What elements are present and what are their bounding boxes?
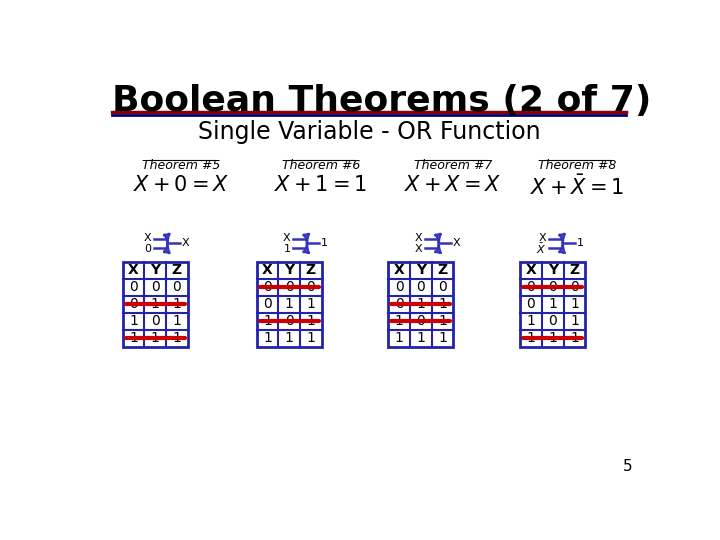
Text: 1: 1 (577, 239, 584, 248)
Text: 0: 0 (549, 314, 557, 328)
Text: X: X (526, 264, 536, 278)
Text: 0: 0 (150, 314, 159, 328)
Bar (520, 262, 585, 347)
Text: 1: 1 (307, 314, 315, 328)
Text: 1: 1 (284, 244, 291, 253)
Text: Y: Y (150, 264, 160, 278)
Text: 0: 0 (395, 280, 404, 294)
Text: $X+X=X$: $X+X=X$ (404, 175, 501, 195)
Text: 1: 1 (321, 239, 328, 248)
Text: 1: 1 (129, 331, 138, 345)
Text: Theorem #8: Theorem #8 (538, 159, 616, 172)
Text: 0: 0 (263, 297, 272, 311)
Text: 5: 5 (623, 460, 632, 475)
Text: Theorem #7: Theorem #7 (413, 159, 492, 172)
Text: Z: Z (306, 264, 316, 278)
Text: 0: 0 (526, 297, 536, 311)
Text: 1: 1 (150, 331, 160, 345)
Text: Z: Z (570, 264, 580, 278)
Text: Single Variable - OR Function: Single Variable - OR Function (198, 120, 540, 144)
Text: Theorem #6: Theorem #6 (282, 159, 360, 172)
Text: 1: 1 (307, 331, 315, 345)
Bar (388, 262, 454, 347)
Text: 1: 1 (150, 297, 160, 311)
Text: 0: 0 (144, 244, 151, 253)
Text: 1: 1 (548, 331, 557, 345)
Text: 0: 0 (307, 280, 315, 294)
Text: 1: 1 (263, 331, 272, 345)
Text: X: X (415, 233, 423, 244)
Text: 0: 0 (172, 280, 181, 294)
Text: 1: 1 (263, 314, 272, 328)
Text: Boolean Theorems (2 of 7): Boolean Theorems (2 of 7) (112, 84, 651, 118)
Text: $X+\bar{X}=1$: $X+\bar{X}=1$ (530, 175, 624, 199)
Text: 1: 1 (438, 297, 447, 311)
Text: 1: 1 (526, 314, 536, 328)
Text: 0: 0 (263, 280, 272, 294)
Text: 1: 1 (570, 297, 579, 311)
Text: Z: Z (172, 264, 182, 278)
Text: 1: 1 (129, 314, 138, 328)
Text: 1: 1 (526, 331, 536, 345)
Text: 1: 1 (172, 314, 181, 328)
Text: 0: 0 (129, 280, 138, 294)
Text: 1: 1 (570, 331, 579, 345)
Text: 1: 1 (284, 297, 294, 311)
Text: 0: 0 (150, 280, 159, 294)
Text: 1: 1 (307, 297, 315, 311)
Text: $\bar{X}$: $\bar{X}$ (536, 241, 546, 255)
Text: 1: 1 (172, 331, 181, 345)
Text: 0: 0 (417, 314, 426, 328)
Text: Y: Y (416, 264, 426, 278)
Text: 0: 0 (285, 314, 294, 328)
Text: X: X (262, 264, 273, 278)
Text: 1: 1 (416, 297, 426, 311)
Text: X: X (283, 233, 291, 244)
Text: X: X (394, 264, 405, 278)
Text: $X+1=1$: $X+1=1$ (274, 175, 367, 195)
Bar (256, 262, 322, 347)
Text: 0: 0 (570, 280, 579, 294)
Text: 1: 1 (395, 331, 404, 345)
Text: 1: 1 (548, 297, 557, 311)
Text: X: X (128, 264, 139, 278)
Text: 0: 0 (417, 280, 426, 294)
Bar (122, 262, 188, 347)
Text: X: X (181, 239, 189, 248)
Text: X: X (415, 244, 423, 253)
Text: 0: 0 (438, 280, 447, 294)
Text: 1: 1 (438, 331, 447, 345)
Text: 1: 1 (570, 314, 579, 328)
Text: Z: Z (438, 264, 448, 278)
Text: Theorem #5: Theorem #5 (143, 159, 220, 172)
Text: $X+0=X$: $X+0=X$ (133, 175, 230, 195)
Text: 1: 1 (284, 331, 294, 345)
Text: X: X (539, 233, 546, 244)
Text: 1: 1 (438, 314, 447, 328)
Text: 1: 1 (395, 314, 404, 328)
Text: Y: Y (548, 264, 558, 278)
Text: 0: 0 (549, 280, 557, 294)
Text: 0: 0 (526, 280, 536, 294)
Text: 0: 0 (129, 297, 138, 311)
Text: X: X (453, 239, 460, 248)
Text: 1: 1 (416, 331, 426, 345)
Text: 0: 0 (395, 297, 404, 311)
Text: X: X (143, 233, 151, 244)
Text: 0: 0 (285, 280, 294, 294)
Text: Y: Y (284, 264, 294, 278)
Text: 1: 1 (172, 297, 181, 311)
